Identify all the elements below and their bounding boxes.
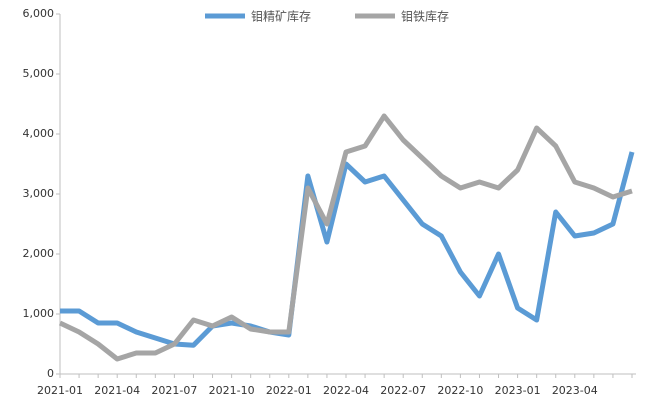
x-tick-label: 2021-01 (37, 384, 83, 397)
x-tick-label: 2021-07 (151, 384, 197, 397)
y-tick-label: 6,000 (23, 7, 55, 20)
y-tick-label: 1,000 (23, 307, 55, 320)
y-tick-label: 3,000 (23, 187, 55, 200)
legend-label: 钼铁库存 (401, 9, 449, 24)
y-tick-label: 5,000 (23, 67, 55, 80)
y-tick-label: 0 (47, 367, 54, 380)
legend-label: 钼精矿库存 (251, 9, 311, 24)
x-tick-label: 2023-04 (552, 384, 598, 397)
x-tick-label: 2022-10 (437, 384, 483, 397)
x-tick-label: 2022-01 (266, 384, 312, 397)
y-tick-label: 2,000 (23, 247, 55, 260)
series-line (58, 113, 633, 362)
series-line (60, 151, 635, 348)
x-tick-label: 2021-04 (94, 384, 140, 397)
x-tick-label: 2022-07 (380, 384, 426, 397)
x-tick-label: 2021-10 (209, 384, 255, 397)
x-tick-label: 2022-04 (323, 384, 369, 397)
y-tick-label: 4,000 (23, 127, 55, 140)
x-tick-label: 2023-01 (495, 384, 541, 397)
